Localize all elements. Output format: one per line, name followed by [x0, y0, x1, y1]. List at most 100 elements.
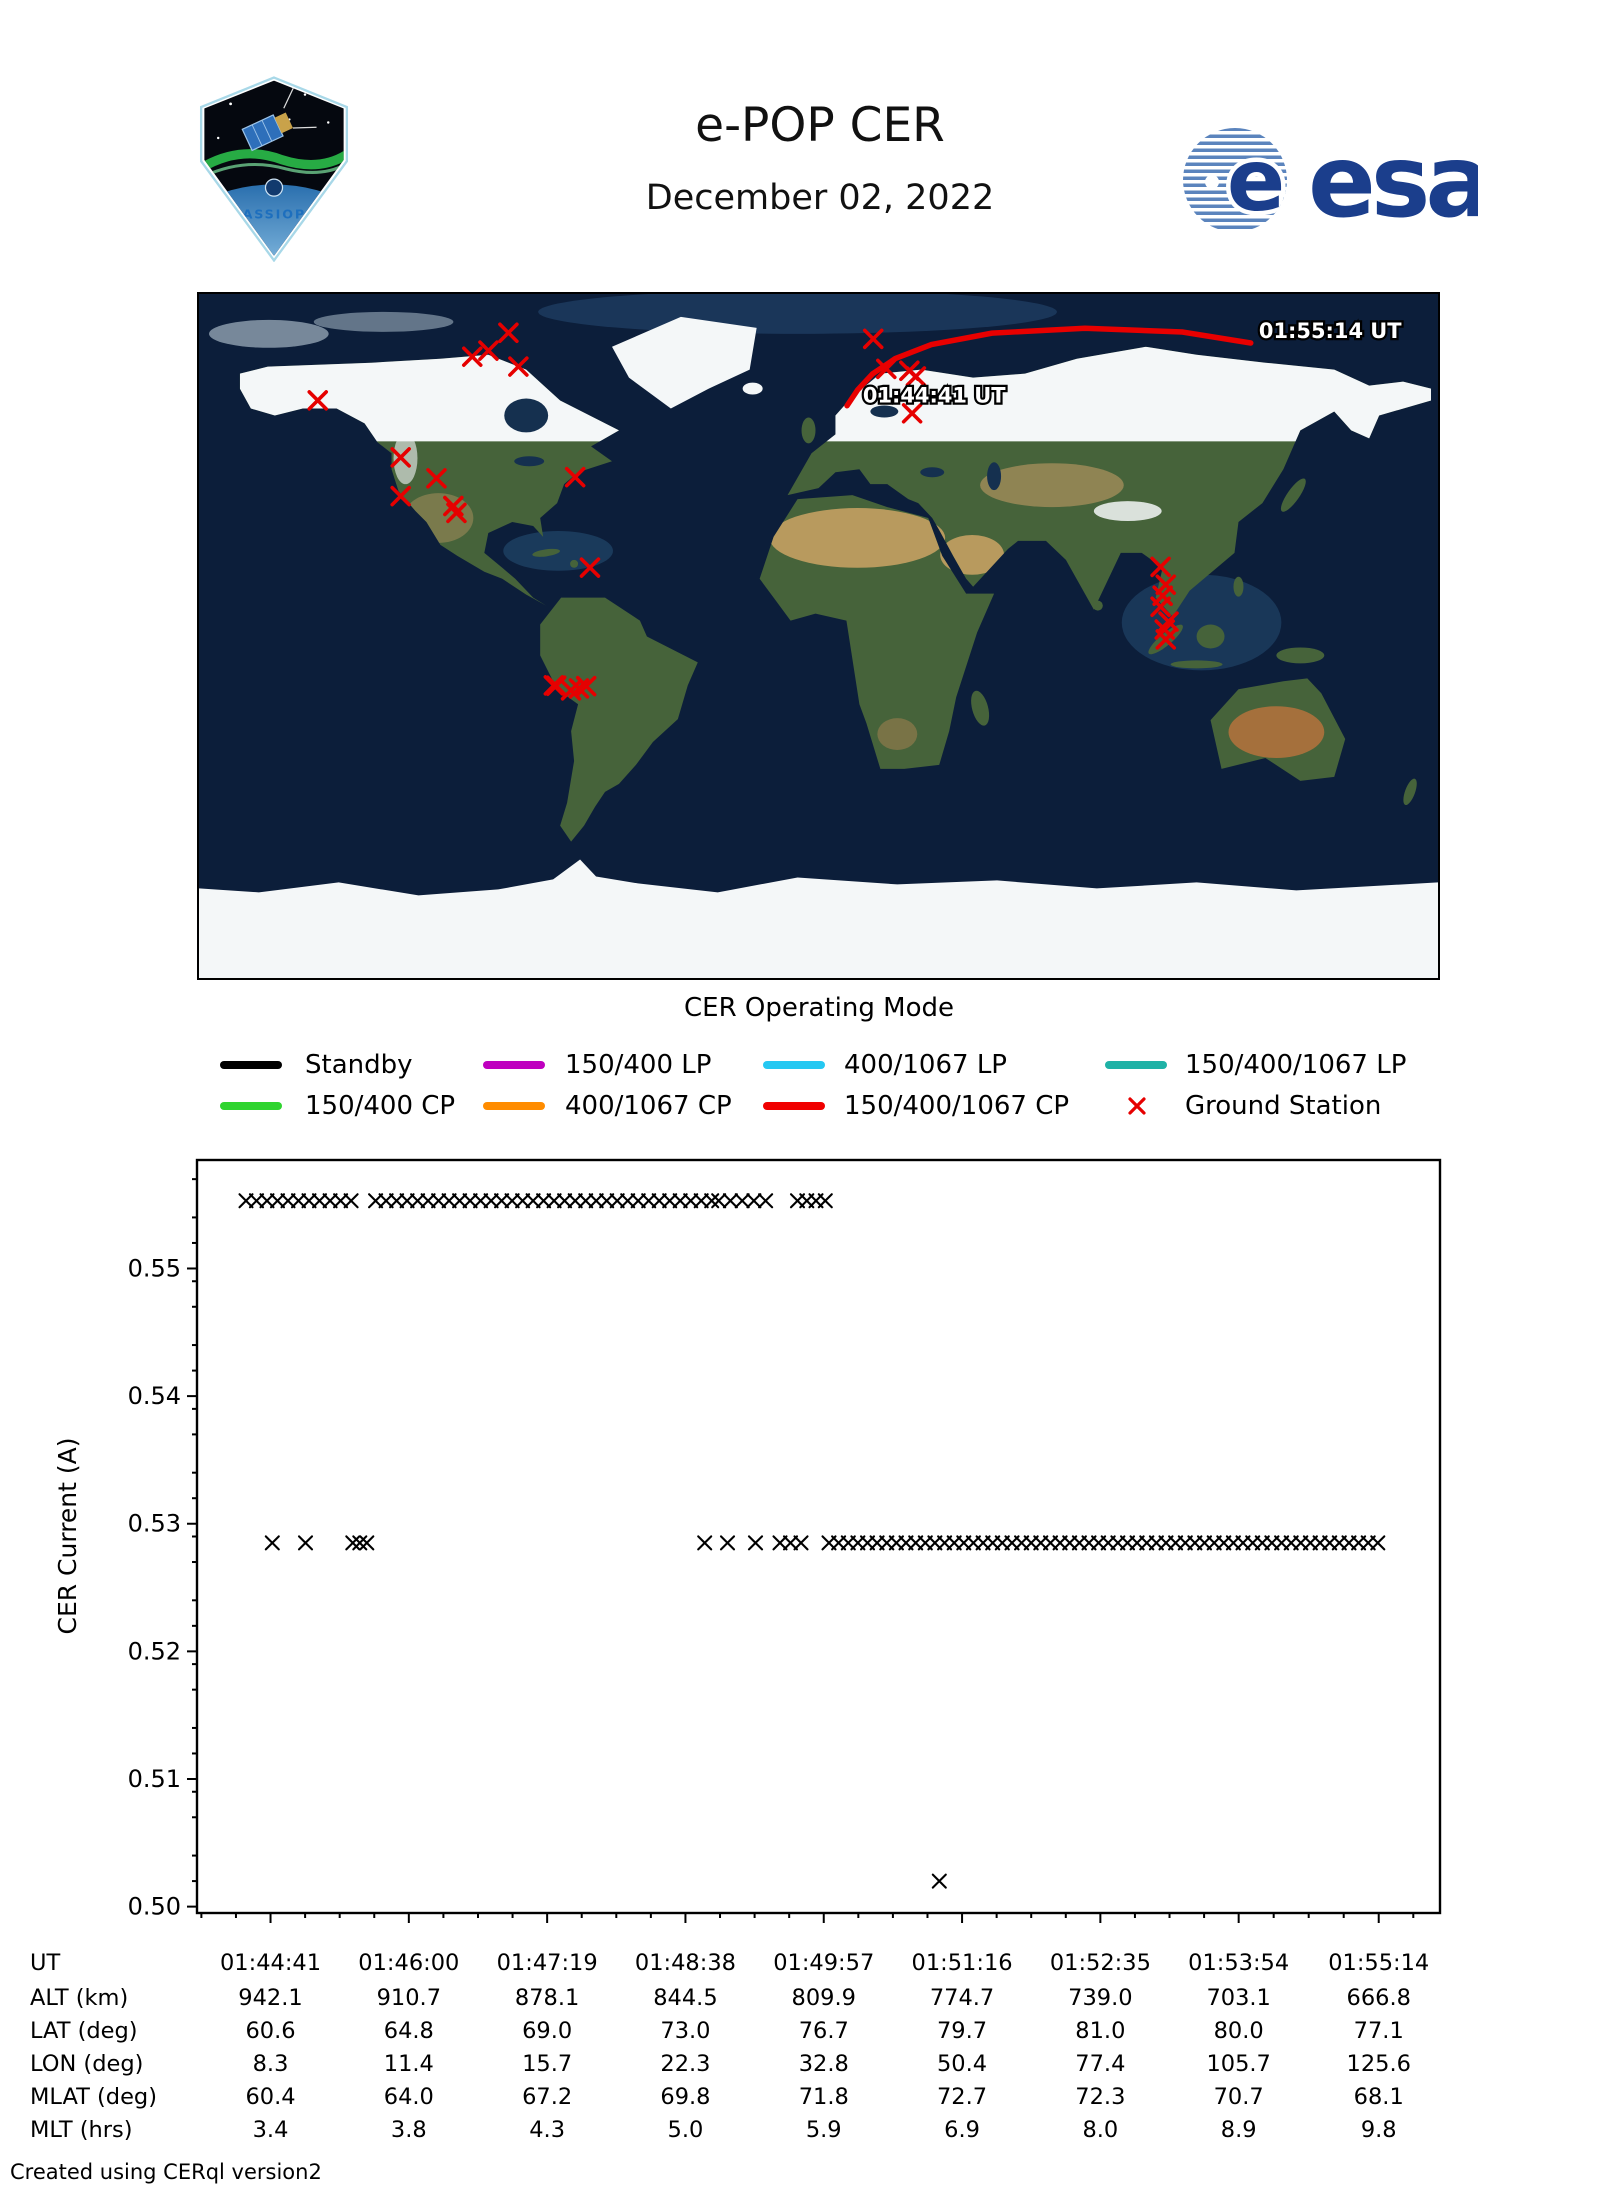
legend-line-swatch	[220, 1102, 282, 1110]
data-point-x	[672, 1193, 688, 1209]
data-point-x	[1071, 1535, 1087, 1551]
table-row: MLT (hrs) 3.4 3.8 4.3 5.0 5.9 6.9 8.0 8.9 9.8	[0, 2115, 1600, 2145]
data-point-x	[473, 1193, 489, 1209]
ground-station-x	[426, 468, 447, 489]
table-cell: 942.1	[238, 1985, 303, 2011]
data-point-x	[1341, 1535, 1357, 1551]
data-point-x	[248, 1193, 265, 1209]
table-cell: 4.3	[529, 2117, 566, 2143]
table-row: MLAT (deg) 60.4 64.0 67.2 69.8 71.8 72.7 72.3 70…	[0, 2082, 1600, 2112]
ground-station-x	[307, 390, 329, 411]
ground-station-x	[1150, 596, 1171, 617]
table-cell: 64.8	[383, 2018, 434, 2044]
table-cell: 71.8	[798, 2084, 849, 2110]
data-point-x	[965, 1535, 981, 1551]
antarctica	[199, 859, 1438, 978]
table-cell: 68.1	[1353, 2084, 1404, 2110]
data-point-x	[368, 1193, 384, 1209]
data-point-x	[1322, 1535, 1338, 1551]
data-point-x	[297, 1535, 314, 1551]
data-point-x	[588, 1193, 604, 1209]
legend-row: 150/400 CP 400/1067 CP 150/400/1067 CP Grou…	[0, 1091, 1600, 1121]
data-point-x	[269, 1193, 286, 1209]
table-row: LON (deg) 8.3 11.4 15.7 22.3 32.8 50.4 77.4 105.…	[0, 2049, 1600, 2079]
ground-station-x	[390, 447, 411, 468]
legend-line-swatch	[220, 1061, 282, 1069]
cassiope-mission-patch: CASSIOPE	[199, 76, 349, 262]
data-point-x	[290, 1193, 307, 1209]
data-point-x	[1052, 1535, 1068, 1551]
table-row-label: ALT (km)	[30, 1985, 129, 2011]
data-point-x	[817, 1193, 833, 1209]
table-cell: 79.7	[936, 2018, 988, 2044]
data-point-x	[1004, 1535, 1020, 1551]
table-cell: 60.6	[245, 2018, 296, 2044]
data-point-x	[931, 1873, 947, 1889]
data-point-x	[462, 1193, 478, 1209]
data-point-x	[927, 1535, 943, 1551]
table-cell: 8.3	[252, 2051, 289, 2077]
data-point-x	[831, 1535, 847, 1551]
data-point-x	[494, 1193, 510, 1209]
data-point-x	[1091, 1535, 1107, 1551]
data-point-x	[651, 1193, 667, 1209]
trajectory-start-time: 01:44:41 UT	[863, 384, 1006, 408]
data-point-x	[956, 1535, 972, 1551]
page-date: December 02, 2022	[645, 178, 995, 218]
data-point-x	[1235, 1535, 1251, 1551]
data-point-x	[378, 1193, 394, 1209]
data-point-x	[869, 1535, 885, 1551]
data-point-x	[431, 1193, 447, 1209]
continent	[540, 597, 698, 842]
legend-line-swatch	[763, 1061, 825, 1069]
legend-label: 150/400/1067 CP	[844, 1091, 1070, 1121]
data-point-x	[917, 1535, 933, 1551]
table-cell: 01:48:38	[634, 1950, 736, 1976]
data-point-x	[1312, 1535, 1328, 1551]
data-point-x	[975, 1535, 991, 1551]
data-point-x	[888, 1535, 904, 1551]
data-point-x	[693, 1193, 709, 1209]
data-point-x	[567, 1193, 583, 1209]
ground-station-x	[905, 366, 927, 387]
data-point-x	[504, 1193, 520, 1209]
table-row: LAT (deg) 60.6 64.8 69.0 73.0 76.7 79.7 81.0 80.…	[0, 2016, 1600, 2046]
ground-station-x	[498, 322, 519, 344]
table-cell: 5.0	[667, 2117, 704, 2143]
table-row-label: LAT (deg)	[30, 2018, 138, 2044]
world-map: 01:44:41 UT 01:55:14 UT	[199, 290, 1438, 978]
table-cell: 67.2	[522, 2084, 573, 2110]
data-point-x	[711, 1193, 727, 1209]
data-point-x	[557, 1193, 573, 1209]
table-cell: 105.7	[1206, 2051, 1271, 2077]
table-cell: 60.4	[245, 2084, 296, 2110]
ground-station-x	[1155, 574, 1177, 595]
y-tick-label: 0.52	[128, 1637, 181, 1665]
data-point-x	[515, 1193, 531, 1209]
table-row-label: LON (deg)	[30, 2051, 144, 2077]
data-point-x	[578, 1193, 594, 1209]
data-point-x	[1196, 1535, 1213, 1551]
data-point-x	[734, 1193, 750, 1209]
data-point-x	[1216, 1535, 1232, 1551]
data-point-x	[697, 1535, 713, 1551]
data-point-x	[1100, 1535, 1116, 1551]
table-row-label: UT	[30, 1950, 61, 1976]
data-point-x	[683, 1193, 699, 1209]
legend-label: 400/1067 CP	[565, 1091, 732, 1121]
data-point-x	[719, 1535, 736, 1551]
data-point-x	[747, 1535, 764, 1551]
y-tick-label: 0.54	[128, 1382, 181, 1410]
table-cell: 01:46:00	[358, 1950, 460, 1976]
data-point-x	[389, 1193, 405, 1209]
table-cell: 77.1	[1353, 2018, 1404, 2044]
data-point-x	[1168, 1535, 1184, 1551]
data-point-x	[1264, 1535, 1280, 1551]
data-point-x	[946, 1535, 962, 1551]
satellite-illustration	[241, 86, 317, 152]
data-point-x	[821, 1535, 837, 1551]
data-point-x	[264, 1535, 280, 1551]
legend-label: 150/400 LP	[565, 1050, 712, 1080]
table-cell: 64.0	[383, 2084, 434, 2110]
table-cell: 9.8	[1360, 2117, 1397, 2143]
